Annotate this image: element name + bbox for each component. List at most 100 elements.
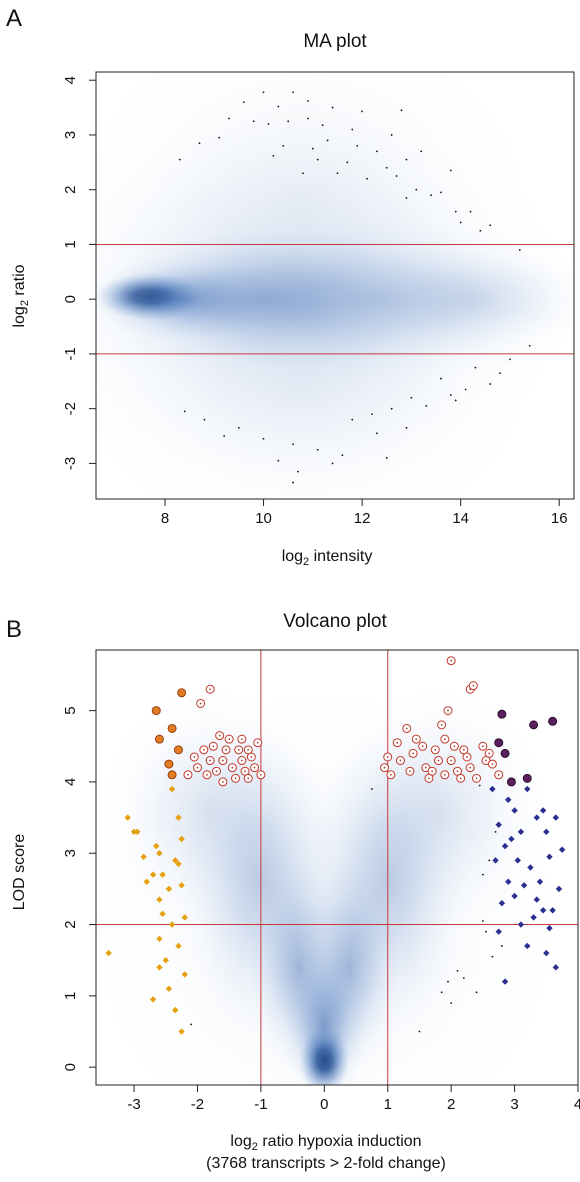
red-ring-center (247, 748, 250, 751)
ma-x-axis: 8 10 12 14 16 (161, 499, 568, 527)
volcano-points (105, 656, 566, 1035)
red-ring-center (440, 723, 443, 726)
blue-diamond-point (533, 814, 540, 821)
purple-circle-point (494, 738, 504, 748)
blue-diamond-point (505, 796, 512, 803)
red-ring-center (412, 752, 415, 755)
data-point (479, 229, 482, 232)
orange-diamond-point (140, 853, 147, 861)
data-point (474, 366, 477, 369)
ma-y-axis-label: log2 ratio (11, 264, 31, 327)
orange-diamond-point (134, 828, 141, 836)
red-ring-center (256, 741, 259, 744)
red-ring-center (450, 659, 453, 662)
data-point (390, 134, 393, 136)
red-ring-center (240, 759, 243, 762)
orange-circle-point (164, 759, 174, 769)
data-point (375, 150, 378, 153)
red-ring-center (221, 759, 224, 762)
data-point (528, 344, 531, 347)
data-point (178, 158, 181, 161)
ma-plot-title: MA plot (303, 31, 367, 52)
data-point (292, 443, 295, 446)
orange-diamond-point (175, 814, 182, 821)
red-ring-center (187, 773, 189, 776)
red-ring-center (491, 763, 494, 765)
red-ring-center (237, 748, 240, 751)
data-point (238, 426, 240, 429)
data-point (375, 432, 378, 435)
orange-diamond-point (178, 1028, 185, 1035)
volcano-plot-frame (95, 649, 579, 1086)
data-point (499, 372, 501, 374)
orange-diamond-point (181, 914, 188, 921)
x-tick-label: 14 (452, 510, 469, 527)
volcano-y-axis-label: LOD score (11, 834, 28, 911)
data-point (223, 435, 226, 437)
purple-circle-point (522, 773, 532, 783)
x-tick-label: 2 (447, 1096, 455, 1113)
orange-diamond-point (156, 896, 163, 903)
blue-diamond-point (501, 978, 509, 985)
orange-circle-point (151, 706, 161, 716)
data-point (370, 788, 373, 790)
data-point (252, 120, 255, 123)
y-tick-label: -1 (62, 347, 79, 360)
orange-diamond-point (124, 814, 131, 821)
data-point (336, 172, 339, 175)
red-ring-center (202, 748, 205, 751)
data-point (430, 194, 432, 197)
data-point (183, 410, 186, 413)
y-tick-label: 3 (62, 131, 79, 139)
data-point (418, 1030, 421, 1033)
data-point (462, 977, 465, 979)
data-point (481, 920, 484, 922)
data-point (400, 109, 403, 112)
purple-circle-point (500, 748, 510, 758)
red-ring-center (409, 770, 411, 773)
blue-diamond-point (514, 857, 521, 864)
blue-diamond-point (492, 857, 499, 864)
red-ring-center (215, 770, 218, 773)
orange-diamond-point (178, 835, 185, 843)
orange-diamond-point (159, 871, 166, 878)
data-point (518, 249, 521, 251)
blue-diamond-point (543, 828, 550, 836)
orange-diamond-point (162, 957, 169, 964)
red-ring-center (383, 766, 386, 769)
ma-outlier-points (178, 91, 531, 484)
orange-diamond-point (172, 1006, 179, 1014)
orange-circle-point (154, 734, 164, 744)
blue-diamond-point (489, 785, 496, 793)
data-point (190, 1023, 193, 1026)
red-ring-center (488, 752, 491, 755)
data-point (485, 930, 487, 933)
y-tick-label: 4 (62, 76, 79, 84)
orange-diamond-point (156, 850, 163, 857)
red-ring-center (431, 770, 434, 773)
data-point (481, 873, 484, 876)
red-ring-center (443, 738, 446, 741)
data-point (341, 454, 344, 457)
y-tick-label: -3 (62, 457, 79, 470)
purple-circle-point (497, 709, 507, 719)
data-point (292, 481, 295, 484)
data-point (500, 945, 503, 947)
data-point (316, 158, 319, 161)
blue-diamond-point (508, 835, 515, 843)
data-point (454, 399, 457, 402)
data-point (494, 830, 497, 833)
blue-diamond-point (495, 928, 502, 935)
orange-diamond-point (149, 871, 157, 878)
red-ring-center (475, 777, 478, 780)
orange-diamond-point (156, 935, 163, 943)
y-tick-label: 5 (62, 706, 79, 714)
data-point (287, 120, 290, 123)
x-tick-label: 8 (161, 510, 169, 527)
red-ring-center (247, 777, 250, 780)
x-tick-label: 1 (384, 1096, 392, 1113)
data-point (491, 955, 494, 958)
red-ring-center (462, 748, 465, 751)
data-point (464, 388, 467, 391)
